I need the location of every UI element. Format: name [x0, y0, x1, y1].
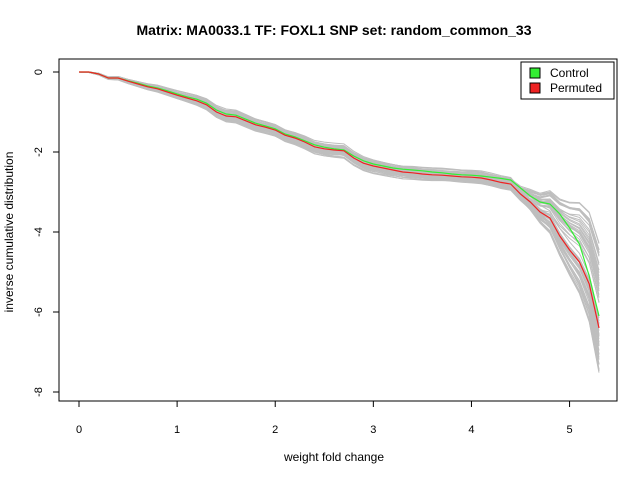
legend-swatch-permuted — [529, 82, 541, 94]
series-line-permuted — [79, 71, 600, 329]
y-tick-label: -6 — [33, 307, 45, 317]
chart-title: Matrix: MA0033.1 TF: FOXL1 SNP set: rand… — [137, 22, 532, 38]
y-tick-label: -2 — [33, 147, 45, 157]
x-tick-label: 5 — [567, 424, 573, 436]
main-series-group — [79, 71, 600, 329]
x-axis-label: weight fold change — [283, 450, 384, 464]
x-tick-label: 4 — [468, 424, 474, 436]
permutation-series-line — [78, 71, 600, 340]
x-tick-label: 2 — [272, 424, 278, 436]
series-line-control — [79, 71, 600, 317]
x-tick-label: 0 — [76, 424, 82, 436]
legend-label-control: Control — [550, 66, 589, 80]
x-axis: 0 1 2 3 4 5 — [76, 400, 573, 436]
legend-swatch-control — [529, 67, 541, 79]
y-tick-label: -8 — [33, 387, 45, 397]
y-axis-label: inverse cumulative distribution — [2, 152, 16, 313]
y-tick-label: -4 — [33, 227, 45, 237]
y-axis: 0 -2 -4 -6 -8 — [33, 69, 60, 397]
y-tick-label: 0 — [33, 69, 45, 75]
x-tick-label: 1 — [174, 424, 180, 436]
x-tick-label: 3 — [370, 424, 376, 436]
legend-label-permuted: Permuted — [550, 81, 602, 95]
